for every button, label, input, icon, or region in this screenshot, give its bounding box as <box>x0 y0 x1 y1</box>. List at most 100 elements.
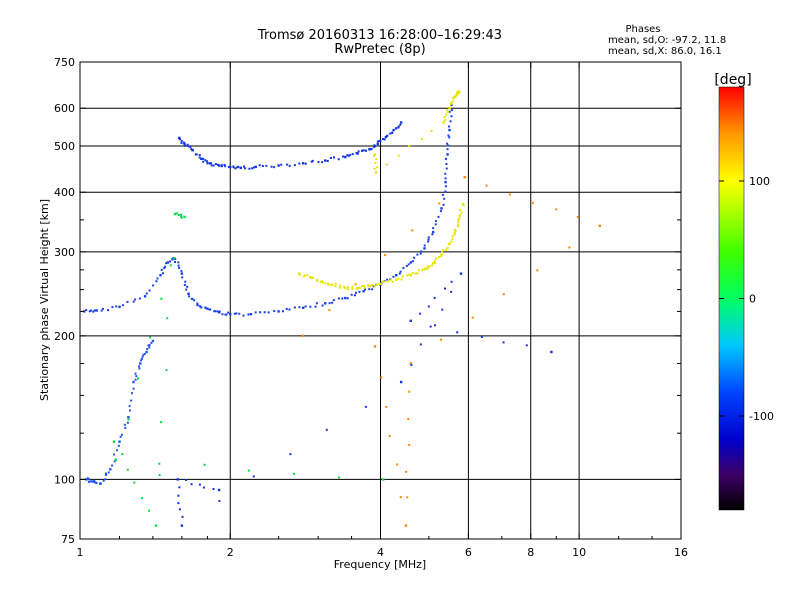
data-point <box>327 283 330 286</box>
data-point <box>376 142 379 146</box>
data-point <box>598 224 601 228</box>
data-point <box>89 309 92 312</box>
data-point <box>445 167 448 170</box>
data-point <box>89 480 92 483</box>
data-point <box>178 508 181 511</box>
colorbar-tick-label: -100 <box>749 410 774 423</box>
data-point <box>216 163 219 166</box>
data-point <box>450 109 453 112</box>
data-point <box>306 274 309 277</box>
data-point <box>451 235 454 238</box>
data-point <box>134 298 137 301</box>
data-point <box>177 264 180 267</box>
data-point <box>344 286 347 290</box>
data-point <box>223 163 226 166</box>
data-point <box>102 479 105 482</box>
data-point <box>301 162 305 165</box>
data-point <box>128 405 131 408</box>
data-point <box>431 233 434 236</box>
data-point <box>414 272 417 275</box>
data-point <box>252 475 255 478</box>
data-point <box>450 290 453 293</box>
data-point <box>229 165 232 169</box>
series-x-trace <box>298 202 465 291</box>
data-point <box>344 296 347 300</box>
data-point <box>438 202 441 205</box>
data-point <box>242 314 245 317</box>
data-point <box>184 144 187 147</box>
data-point <box>160 268 163 271</box>
data-point <box>397 126 400 129</box>
data-point <box>440 253 443 256</box>
x-tick-label: 6 <box>465 546 472 559</box>
data-point <box>346 297 349 300</box>
data-point <box>423 244 426 247</box>
data-point <box>407 417 410 420</box>
data-point <box>209 308 212 311</box>
data-point <box>444 177 447 180</box>
data-point <box>163 267 166 270</box>
data-point <box>446 142 449 145</box>
data-point <box>445 163 448 166</box>
data-point <box>448 110 451 113</box>
data-point <box>485 184 488 187</box>
data-point <box>366 284 369 287</box>
data-point <box>360 149 363 152</box>
data-point <box>148 343 151 346</box>
data-point <box>364 149 367 152</box>
data-point <box>221 313 224 316</box>
data-point <box>341 297 344 300</box>
data-point <box>354 283 357 286</box>
data-point <box>381 478 385 481</box>
data-point <box>243 165 246 168</box>
data-point <box>444 157 447 160</box>
data-point <box>396 463 399 466</box>
data-point <box>321 304 324 307</box>
data-point <box>326 159 329 162</box>
data-point <box>457 223 460 226</box>
data-point <box>405 264 408 267</box>
data-point <box>213 310 216 313</box>
data-point <box>138 367 141 370</box>
data-point <box>463 176 466 179</box>
data-point <box>430 129 433 132</box>
data-point <box>381 281 384 284</box>
data-point <box>289 453 292 456</box>
data-point <box>185 478 188 481</box>
data-point <box>471 316 474 319</box>
data-point <box>448 106 451 109</box>
data-point <box>419 343 422 346</box>
x-tick-label: 8 <box>527 546 534 559</box>
data-point <box>376 140 379 143</box>
data-point <box>423 247 426 250</box>
data-point <box>134 378 137 381</box>
data-point <box>453 233 456 236</box>
data-point <box>87 480 90 483</box>
data-point <box>402 267 405 270</box>
data-point <box>344 155 347 159</box>
data-point <box>132 387 135 390</box>
data-point <box>322 281 325 284</box>
y-tick-label: 300 <box>54 246 75 259</box>
data-point <box>196 303 199 307</box>
data-point <box>331 301 334 304</box>
data-point <box>417 269 420 272</box>
data-point <box>453 95 456 98</box>
data-point <box>449 120 452 123</box>
data-point <box>457 221 460 224</box>
data-point <box>191 149 194 152</box>
data-point <box>254 165 257 169</box>
colorbar-ticks: 100 0 -100 <box>719 175 774 423</box>
data-point <box>332 299 335 302</box>
data-point <box>104 472 107 475</box>
data-point <box>105 473 108 476</box>
data-point <box>309 276 312 279</box>
data-point <box>374 171 378 174</box>
data-point <box>324 302 327 305</box>
data-point <box>206 160 209 163</box>
data-point <box>351 153 354 156</box>
data-point <box>180 213 183 216</box>
x-axis-label: Frequency [MHz] <box>334 558 426 571</box>
data-point <box>446 108 449 111</box>
data-point <box>176 212 179 215</box>
